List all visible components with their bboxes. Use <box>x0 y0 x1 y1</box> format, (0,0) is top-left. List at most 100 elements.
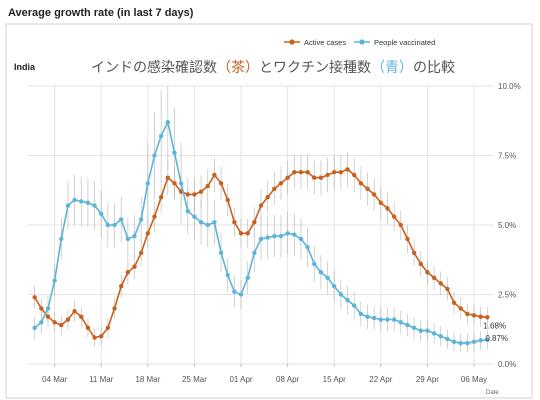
data-point-active-cases <box>338 169 344 175</box>
data-point-active-cases <box>232 220 237 225</box>
end-label-active-cases: 1.68% <box>483 321 506 330</box>
data-point-people-vaccinated <box>52 278 57 283</box>
chart-title-part: インドの感染確認数 <box>91 59 217 76</box>
x-tick-label: 01 Apr <box>229 375 252 384</box>
data-point-people-vaccinated <box>45 306 51 311</box>
data-point-active-cases <box>438 281 443 286</box>
legend: Active cases People vaccinated <box>284 38 435 47</box>
data-point-active-cases <box>145 231 151 236</box>
y-tick-label: 10.0% <box>498 82 521 91</box>
data-point-people-vaccinated <box>225 272 230 278</box>
data-point-active-cases <box>119 283 124 289</box>
data-point-people-vaccinated <box>298 236 304 242</box>
axes: 0.0% 2.5% 5.0% 7.5% 10.0% 04 Mar 11 Mar 18 Mar 2… <box>42 82 521 384</box>
data-point-people-vaccinated <box>85 200 91 205</box>
data-point-people-vaccinated <box>92 203 97 208</box>
data-point-people-vaccinated <box>252 250 257 255</box>
data-point-people-vaccinated <box>418 328 423 333</box>
data-point-active-cases <box>398 222 403 228</box>
data-point-people-vaccinated <box>65 203 71 208</box>
chart-title-part-blue: （青） <box>371 60 413 76</box>
data-point-people-vaccinated <box>125 236 131 242</box>
data-point-active-cases <box>258 203 264 208</box>
data-point-active-cases <box>59 322 64 328</box>
data-point-active-cases <box>99 334 104 339</box>
x-tick-label: 22 Apr <box>369 375 392 384</box>
data-point-people-vaccinated <box>318 270 324 275</box>
data-point-active-cases <box>112 306 117 311</box>
data-point-active-cases <box>138 250 144 255</box>
data-point-active-cases <box>238 231 244 236</box>
data-point-active-cases <box>79 314 84 319</box>
data-point-people-vaccinated <box>385 317 390 322</box>
data-point-people-vaccinated <box>471 339 477 344</box>
data-point-people-vaccinated <box>99 211 104 217</box>
data-point-active-cases <box>465 311 470 317</box>
data-point-active-cases <box>45 314 51 319</box>
y-tick-label: 2.5% <box>498 291 516 300</box>
data-point-people-vaccinated <box>292 232 297 237</box>
data-point-people-vaccinated <box>172 150 177 155</box>
data-point-people-vaccinated <box>278 233 284 239</box>
x-tick-label: 06 May <box>461 375 487 384</box>
data-point-people-vaccinated <box>112 222 117 228</box>
data-point-active-cases <box>52 320 57 325</box>
data-point-active-cases <box>471 313 477 318</box>
x-tick-label: 04 Mar <box>42 375 67 384</box>
data-point-people-vaccinated <box>398 320 403 325</box>
legend-label-people-vaccinated: People vaccinated <box>374 38 435 47</box>
data-point-people-vaccinated <box>465 340 470 346</box>
data-point-people-vaccinated <box>338 292 344 297</box>
data-point-active-cases <box>192 192 197 197</box>
data-point-people-vaccinated <box>405 322 410 328</box>
data-point-people-vaccinated <box>438 334 443 339</box>
data-point-people-vaccinated <box>178 181 184 186</box>
data-point-people-vaccinated <box>332 283 337 289</box>
x-axis-label: Date <box>486 390 499 396</box>
data-point-active-cases <box>185 192 190 197</box>
data-point-active-cases <box>325 172 330 178</box>
data-point-active-cases <box>92 335 97 340</box>
data-point-active-cases <box>385 206 390 211</box>
chart-title-part: とワクチン接種数 <box>259 59 371 76</box>
data-point-people-vaccinated <box>325 275 330 281</box>
legend-label-active-cases: Active cases <box>304 38 346 47</box>
data-point-active-cases <box>32 295 37 300</box>
data-point-active-cases <box>225 197 230 203</box>
data-point-people-vaccinated <box>212 220 217 225</box>
data-point-active-cases <box>205 183 210 189</box>
chart-title-part-brown: （茶） <box>217 60 259 76</box>
data-point-people-vaccinated <box>352 303 357 308</box>
data-point-active-cases <box>158 195 164 200</box>
data-point-active-cases <box>252 220 257 225</box>
error-bars <box>34 86 488 353</box>
data-point-active-cases <box>332 169 337 175</box>
chart-title: インドの感染確認数（茶）とワクチン接種数（青）の比較 <box>91 59 455 76</box>
data-point-people-vaccinated <box>59 236 64 242</box>
data-point-people-vaccinated <box>258 236 264 242</box>
data-point-active-cases <box>318 175 324 180</box>
country-label: India <box>14 62 36 72</box>
data-point-active-cases <box>431 275 437 281</box>
data-point-active-cases <box>411 250 417 255</box>
data-point-active-cases <box>458 306 463 311</box>
y-tick-label: 7.5% <box>498 152 516 161</box>
x-tick-label: 25 Mar <box>182 375 207 384</box>
data-point-active-cases <box>451 300 457 306</box>
data-point-people-vaccinated <box>232 289 237 294</box>
data-point-people-vaccinated <box>285 231 290 236</box>
data-point-active-cases <box>478 314 483 319</box>
x-tick-label: 11 Mar <box>89 375 114 384</box>
data-point-people-vaccinated <box>158 133 164 139</box>
data-point-active-cases <box>365 186 370 192</box>
data-point-active-cases <box>132 264 137 269</box>
data-point-people-vaccinated <box>32 325 37 331</box>
data-point-people-vaccinated <box>272 233 277 239</box>
data-point-active-cases <box>298 169 304 175</box>
y-tick-label: 0.0% <box>498 360 516 369</box>
data-point-people-vaccinated <box>165 119 170 125</box>
data-point-people-vaccinated <box>485 337 490 343</box>
data-point-people-vaccinated <box>79 199 84 204</box>
data-point-active-cases <box>165 175 170 180</box>
